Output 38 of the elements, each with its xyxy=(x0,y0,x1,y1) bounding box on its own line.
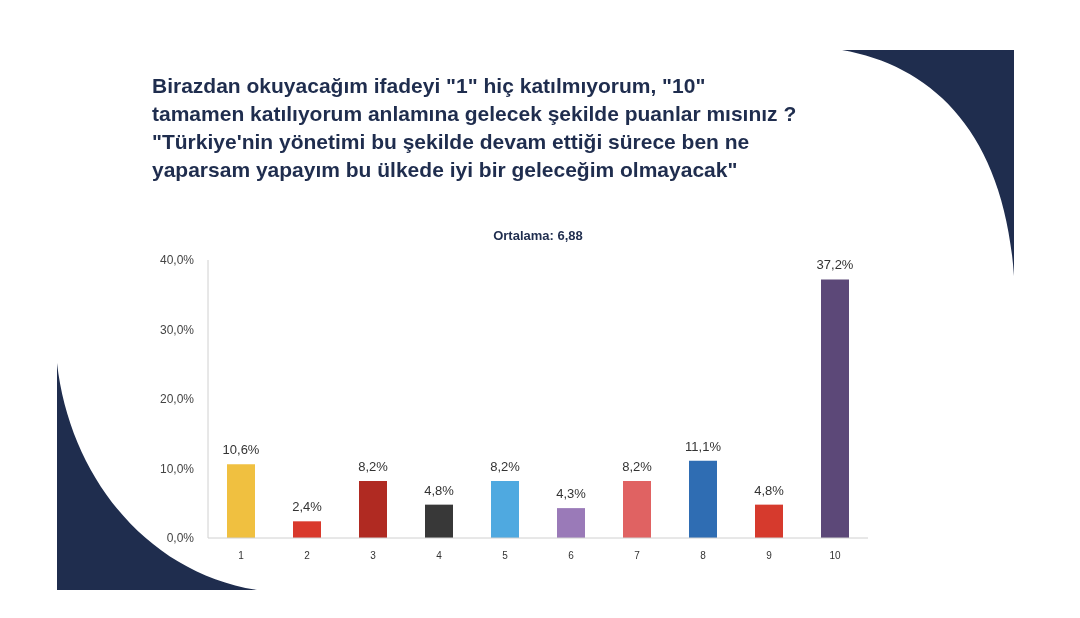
data-label: 37,2% xyxy=(816,257,854,273)
x-tick-label: 10 xyxy=(829,550,841,562)
data-label: 8,2% xyxy=(490,459,521,475)
y-tick-label: 0,0% xyxy=(166,531,195,546)
bar xyxy=(293,521,321,538)
y-tick-label: 40,0% xyxy=(159,253,195,268)
bar xyxy=(689,460,717,538)
data-label: 4,8% xyxy=(424,482,455,498)
bar xyxy=(755,504,783,538)
y-tick-label: 30,0% xyxy=(159,322,195,337)
bar xyxy=(557,508,585,538)
data-label: 10,6% xyxy=(222,442,260,458)
y-tick-label: 10,0% xyxy=(159,461,195,476)
x-tick-label: 3 xyxy=(370,550,377,562)
x-tick-label: 4 xyxy=(436,550,443,562)
x-tick-label: 8 xyxy=(700,550,707,562)
bar xyxy=(623,481,651,538)
data-label: 4,8% xyxy=(754,482,785,498)
y-tick-label: 20,0% xyxy=(159,392,195,407)
chart-title: Birazdan okuyacağım ifadeyi "1" hiç katılmıyorum, "10" tamamen katılıyorum anlamına gelecek şekilde puanlar mısınız ? xyxy=(152,73,798,127)
data-label: 2,4% xyxy=(292,499,323,515)
bar xyxy=(359,481,387,538)
text: Ortalama: 6,88 xyxy=(492,228,584,243)
x-tick-label: 6 xyxy=(568,550,575,562)
bar xyxy=(227,464,255,538)
bar xyxy=(821,279,849,538)
bar xyxy=(491,481,519,538)
x-tick-label: 5 xyxy=(502,550,509,562)
x-tick-label: 2 xyxy=(304,550,311,562)
data-label: 8,2% xyxy=(358,459,389,475)
data-label: 11,1% xyxy=(685,438,722,454)
bar xyxy=(425,504,453,538)
x-tick-label: 7 xyxy=(634,550,641,562)
data-label: 4,3% xyxy=(556,486,587,502)
x-tick-label: 1 xyxy=(238,550,245,562)
data-label: 8,2% xyxy=(622,459,653,475)
chart-subtitle: "Türkiye'nin yönetimi bu şekilde devam ettiği sürece ben ne yaparsam yapayım bu ülkede iyi bir geleceğim olmayacak" xyxy=(152,129,751,183)
x-tick-label: 9 xyxy=(766,550,773,562)
